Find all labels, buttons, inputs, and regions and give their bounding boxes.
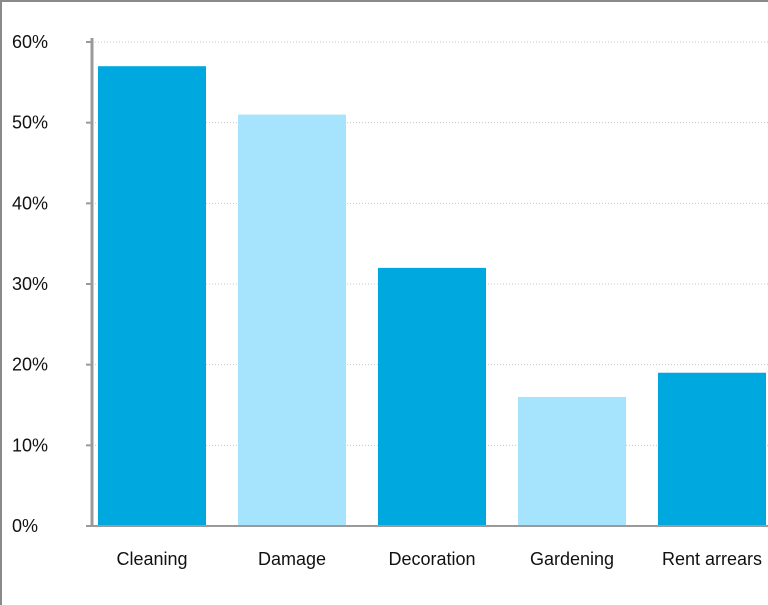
y-tick-label: 60% bbox=[12, 32, 48, 52]
y-tick-labels: 0% 10% 20% 30% 40% 50% 60% bbox=[12, 32, 48, 536]
x-category-label: Cleaning bbox=[116, 549, 187, 569]
x-category-label: Gardening bbox=[530, 549, 614, 569]
x-category-label: Damage bbox=[258, 549, 326, 569]
bar-gardening bbox=[518, 396, 626, 526]
y-tick-label: 0% bbox=[12, 516, 38, 536]
x-category-labels: Cleaning Damage Decoration Gardening Rent ar… bbox=[116, 549, 762, 569]
x-category-label: Rent arrears bbox=[662, 549, 762, 569]
bar-damage bbox=[238, 114, 346, 526]
axes bbox=[86, 38, 768, 527]
bar-rent-arrears bbox=[658, 372, 766, 526]
bars bbox=[98, 66, 766, 526]
y-tick-label: 40% bbox=[12, 193, 48, 213]
y-tick-label: 10% bbox=[12, 435, 48, 455]
x-category-label: Decoration bbox=[388, 549, 475, 569]
y-tick-label: 50% bbox=[12, 113, 48, 133]
bar-decoration bbox=[378, 267, 486, 526]
y-tick-label: 30% bbox=[12, 274, 48, 294]
y-tick-label: 20% bbox=[12, 355, 48, 375]
bar-cleaning bbox=[98, 66, 206, 526]
